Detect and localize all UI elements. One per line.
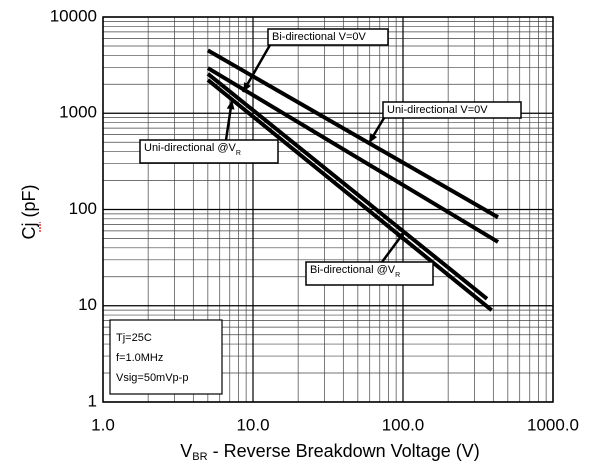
x-axis-label-rest: - Reverse Breakdown Voltage (V) <box>208 441 480 461</box>
plot-frame <box>102 16 554 403</box>
series-line <box>206 72 489 301</box>
callout-label-sub: R <box>395 272 400 279</box>
callout-box <box>139 139 279 164</box>
y-tick-label: 10 <box>78 295 97 314</box>
callout-box <box>305 261 434 286</box>
y-axis-label: Cj (pF) <box>19 185 39 240</box>
series-line <box>206 48 500 220</box>
x-tick-label: 10.0 <box>236 415 269 434</box>
series-line <box>206 66 500 244</box>
x-axis-label-sub: BR <box>192 451 207 463</box>
y-tick-label: 1000 <box>59 103 97 122</box>
y-tick-label: 100 <box>69 199 97 218</box>
x-tick-label: 100.0 <box>382 415 425 434</box>
condition-text: Tj=25C <box>116 332 152 344</box>
callout-label-name: Uni-directional V=0V <box>387 104 488 116</box>
callout-arrowhead <box>226 100 235 110</box>
condition-text: Vsig=50mVp-p <box>116 372 188 384</box>
condition-text: f=1.0MHz <box>116 352 163 364</box>
callout-arrowhead <box>369 133 378 143</box>
callout-box <box>267 28 389 46</box>
x-tick-label: 1.0 <box>91 415 115 434</box>
callout-label-sub: R <box>236 150 241 157</box>
series-line <box>206 78 493 312</box>
callout-label: Uni-directional @VR <box>144 142 241 157</box>
callout-label: Uni-directional V=0V <box>387 104 488 116</box>
callout-label-name: Bi-directional V=0V <box>272 31 367 43</box>
callout-box <box>382 101 522 119</box>
callout-arrowhead <box>396 231 405 241</box>
x-tick-label: 1000.0 <box>527 415 579 434</box>
y-tick-label: 10000 <box>50 6 97 25</box>
x-axis-label: VBR - Reverse Breakdown Voltage (V) <box>180 441 479 463</box>
callout-label-name: Bi-directional @V <box>310 264 396 276</box>
conditions-box <box>109 319 223 395</box>
y-tick-label: 1 <box>88 391 97 410</box>
callout-arrowhead <box>243 82 251 92</box>
callout-label: Bi-directional @VR <box>310 264 400 279</box>
callout-label: Bi-directional V=0V <box>272 31 367 43</box>
callout-label-name: Uni-directional @V <box>144 142 237 154</box>
x-axis-label-main: V <box>180 441 192 461</box>
